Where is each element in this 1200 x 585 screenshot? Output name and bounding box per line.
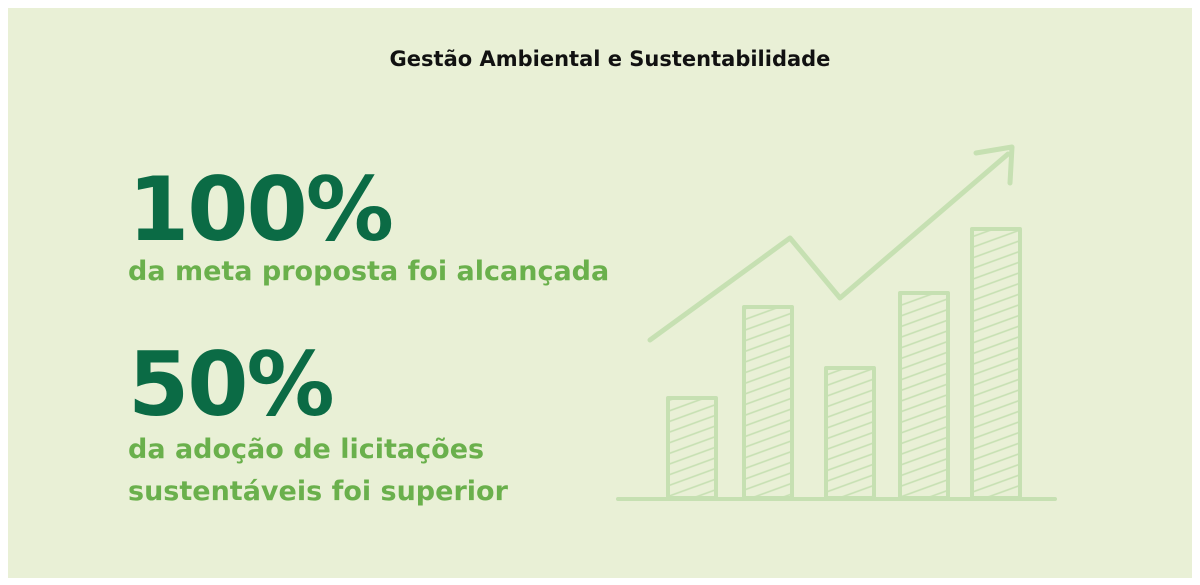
deco-bar bbox=[824, 366, 876, 500]
deco-bar bbox=[742, 305, 794, 500]
decorative-chart bbox=[616, 144, 1057, 501]
stat-value: 50% bbox=[128, 333, 333, 436]
stat-text: sustentáveis foi superior bbox=[128, 476, 509, 507]
stat-text: da adoção de licitações bbox=[128, 434, 484, 465]
deco-bar bbox=[970, 227, 1022, 500]
stat-value: 100% bbox=[128, 158, 392, 261]
deco-bar bbox=[898, 291, 950, 500]
title: Gestão Ambiental e Sustentabilidade bbox=[390, 47, 831, 71]
stat-text: da meta proposta foi alcançada bbox=[128, 256, 609, 287]
deco-bar bbox=[666, 396, 718, 500]
deco-arrowhead bbox=[973, 144, 1015, 186]
deco-trend bbox=[647, 151, 1011, 343]
